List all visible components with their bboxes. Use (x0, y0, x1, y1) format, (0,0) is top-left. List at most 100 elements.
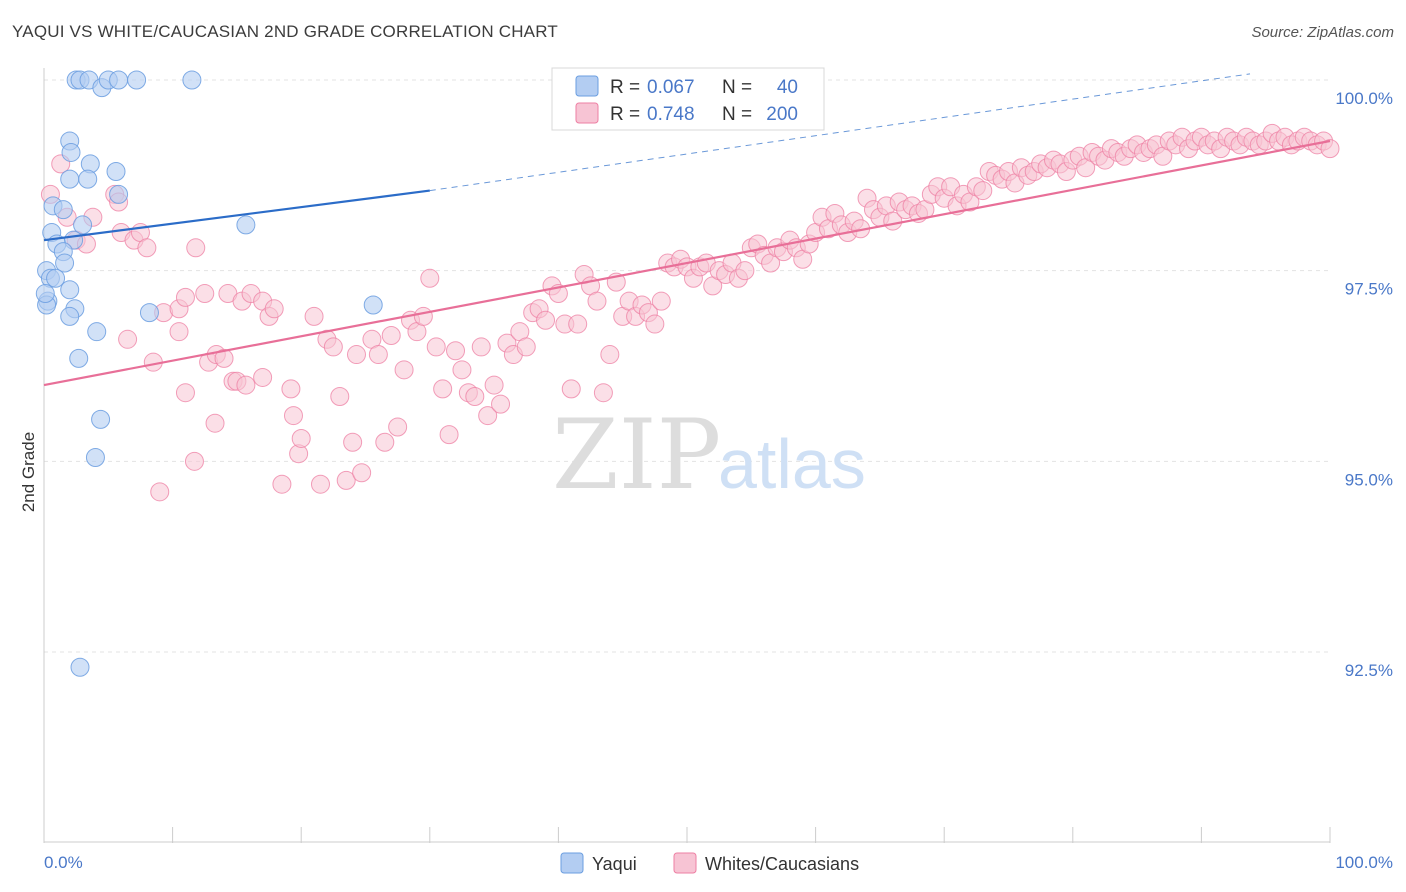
whites-point (205, 413, 225, 433)
whites-point (264, 299, 284, 319)
whites-point (491, 394, 511, 414)
whites-point (735, 261, 755, 281)
whites-points (40, 123, 1340, 502)
legend-label-yaqui: Yaqui (592, 854, 637, 874)
yaqui-trend-line (43, 189, 430, 242)
yaqui-point (127, 70, 147, 90)
yaqui-point (236, 215, 256, 235)
whites-point (587, 291, 607, 311)
whites-point (368, 345, 388, 365)
whites-point (281, 379, 301, 399)
yaqui-point (53, 200, 73, 220)
yaqui-point (60, 280, 80, 300)
y-tick-label: 97.5% (1345, 280, 1393, 299)
whites-point (381, 325, 401, 345)
grid (44, 79, 1330, 653)
yaqui-point (85, 448, 105, 468)
yaqui-point (363, 295, 383, 315)
yaqui-point (55, 253, 75, 273)
whites-point (420, 268, 440, 288)
yaqui-point (109, 184, 129, 204)
yaqui-point (109, 70, 129, 90)
whites-stat-swatch (575, 102, 599, 124)
whites-point (169, 322, 189, 342)
whites-point (375, 432, 395, 452)
whites-point (645, 314, 665, 334)
trend-lines (43, 73, 1331, 387)
whites-point (600, 345, 620, 365)
whites-point (484, 375, 504, 395)
yaqui-point (46, 268, 66, 288)
whites-point (195, 284, 215, 304)
x-tick-label: 0.0% (44, 853, 83, 872)
whites-point (394, 360, 414, 380)
yaqui-point (60, 306, 80, 326)
y-axis-label: 2nd Grade (19, 432, 38, 512)
yaqui-point (87, 322, 107, 342)
whites-point (343, 432, 363, 452)
x-tick-label: 100.0% (1335, 853, 1393, 872)
whites-point (330, 387, 350, 407)
whites-point (323, 337, 343, 357)
yaqui-n-value: 40 (777, 77, 798, 98)
whites-point (465, 387, 485, 407)
whites-point (175, 383, 195, 403)
whites-point (973, 181, 993, 201)
yaqui-points (35, 70, 383, 677)
watermark-atlas: atlas (718, 425, 866, 503)
whites-trend-line (43, 139, 1331, 387)
whites-point (253, 367, 273, 387)
watermark-zip: ZIP (552, 399, 721, 511)
whites-point (150, 482, 170, 502)
yaqui-point (91, 409, 111, 429)
whites-point (236, 375, 256, 395)
whites-point (304, 306, 324, 326)
legend-swatch-whites (673, 852, 697, 874)
whites-point (568, 314, 588, 334)
yaqui-point (69, 348, 89, 368)
whites-point (651, 291, 671, 311)
yaqui-point (61, 142, 81, 162)
yaqui-point (35, 284, 55, 304)
whites-point (272, 474, 292, 494)
x-tick-labels: 0.0% 100.0% (44, 853, 1393, 872)
whites-point (478, 406, 498, 426)
yaqui-point (106, 162, 126, 182)
whites-point (352, 463, 372, 483)
whites-point (471, 337, 491, 357)
yaqui-stat-swatch (575, 75, 599, 97)
legend-label-whites: Whites/Caucasians (705, 854, 859, 874)
y-tick-label: 92.5% (1345, 661, 1393, 680)
legend-swatch-yaqui (560, 852, 584, 874)
whites-point (1320, 139, 1340, 159)
yaqui-point (182, 70, 202, 90)
legend: Yaqui Whites/Caucasians (560, 852, 859, 874)
y-tick-label: 100.0% (1335, 89, 1393, 108)
stats-box: R = 0.067 N = 40 R = 0.748 N = 200 (551, 67, 825, 131)
whites-point (536, 310, 556, 330)
yaqui-point (70, 657, 90, 677)
whites-point (118, 329, 138, 349)
y-tick-label: 95.0% (1345, 470, 1393, 489)
whites-point (310, 474, 330, 494)
source-credit: Source: ZipAtlas.com (1251, 24, 1394, 41)
whites-n-label: N = (722, 104, 752, 125)
whites-point (346, 345, 366, 365)
whites-point (175, 287, 195, 307)
yaqui-r-label: R = (610, 77, 640, 98)
yaqui-point (139, 303, 159, 323)
yaqui-r-value: 0.067 (647, 77, 695, 98)
whites-point (439, 425, 459, 445)
whites-point (388, 417, 408, 437)
whites-point (336, 470, 356, 490)
whites-point (561, 379, 581, 399)
chart-title: YAQUI VS WHITE/CAUCASIAN 2ND GRADE CORRE… (12, 22, 558, 41)
yaqui-point (78, 169, 98, 189)
whites-point (446, 341, 466, 361)
whites-point (433, 379, 453, 399)
whites-r-value: 0.748 (647, 104, 695, 125)
whites-point (452, 360, 472, 380)
y-tick-labels: 92.5% 95.0% 97.5% 100.0% (1335, 89, 1393, 680)
whites-point (186, 238, 206, 258)
whites-r-label: R = (610, 104, 640, 125)
